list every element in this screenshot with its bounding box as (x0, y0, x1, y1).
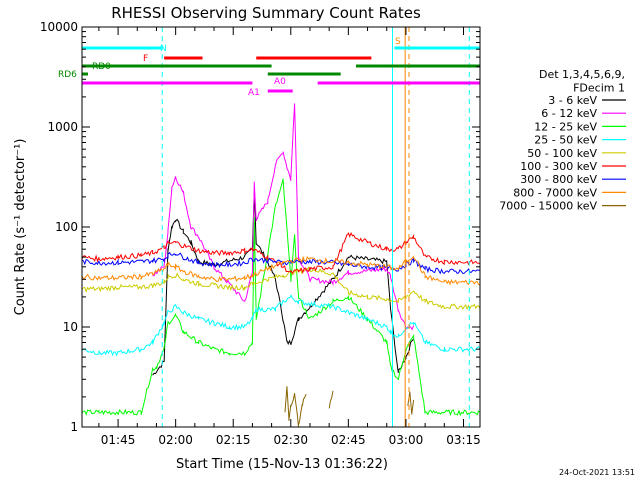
series-line-0 (152, 189, 414, 376)
x-tick-label-3: 02:30 (273, 433, 308, 447)
legend-label-8: 7000 - 15000 keV (499, 200, 597, 213)
chart-title: RHESSI Observing Summary Count Rates (111, 4, 421, 22)
series-line-1 (152, 103, 415, 332)
series-line-8 (284, 386, 415, 427)
timestamp-label: 24-Oct-2021 13:51 (559, 468, 635, 477)
legend-label-0: 3 - 6 keV (548, 94, 597, 107)
series-line-7 (82, 255, 480, 286)
legend-label-4: 50 - 100 keV (527, 147, 597, 160)
y-axis-label: Count Rate (s⁻¹ detector⁻¹) (13, 139, 28, 316)
legend-label-7: 800 - 7000 keV (513, 186, 597, 199)
y-tick-label-3: 1000 (47, 120, 78, 134)
annotation-a0: A0 (274, 77, 286, 87)
series-line-4 (82, 266, 480, 311)
y-tick-label-4: 10000 (40, 20, 78, 34)
x-tick-label-2: 02:15 (216, 433, 251, 447)
axes-group: 1 10 100 1000 10000 01:45 02:00 02:15 02:30 02:45… (40, 20, 481, 447)
x-tick-label-0: 01:45 (101, 433, 136, 447)
x-tick-label-6: 03:15 (446, 433, 481, 447)
legend-label-6: 300 - 800 keV (520, 173, 597, 186)
annotation-n: N (160, 44, 167, 54)
x-tick-label-4: 02:45 (331, 433, 366, 447)
legend-label-2: 12 - 25 keV (534, 120, 597, 133)
series-group (82, 103, 480, 427)
x-tick-label-5: 03:00 (389, 433, 424, 447)
annotation-f: F (143, 54, 148, 64)
annotation-a1: A1 (248, 88, 260, 98)
annotations-group: N F RD0 RD6 A0 A1 S (58, 37, 401, 98)
y-tick-label-2: 100 (55, 220, 78, 234)
flag-bars-group (82, 46, 480, 93)
annotation-s: S (395, 37, 401, 47)
legend-label-5: 100 - 300 keV (520, 160, 597, 173)
x-tick-label-1: 02:00 (158, 433, 193, 447)
legend-label-1: 6 - 12 keV (541, 107, 597, 120)
series-line-3 (82, 294, 480, 357)
x-axis-label: Start Time (15-Nov-13 01:36:22) (176, 457, 388, 472)
markers-group (161, 27, 470, 427)
y-tick-label-0: 1 (70, 420, 78, 434)
legend-header-1: FDecim 1 (573, 82, 625, 95)
legend-label-3: 25 - 50 keV (534, 134, 597, 147)
annotation-rd0: RD0 (92, 62, 111, 72)
y-tick-label-1: 10 (63, 320, 78, 334)
series-line-6 (82, 251, 480, 275)
series-line-5 (82, 232, 480, 275)
series-line-2 (82, 178, 480, 417)
legend-header-0: Det 1,3,4,5,6,9, (539, 68, 625, 81)
annotation-rd6: RD6 (58, 70, 77, 80)
